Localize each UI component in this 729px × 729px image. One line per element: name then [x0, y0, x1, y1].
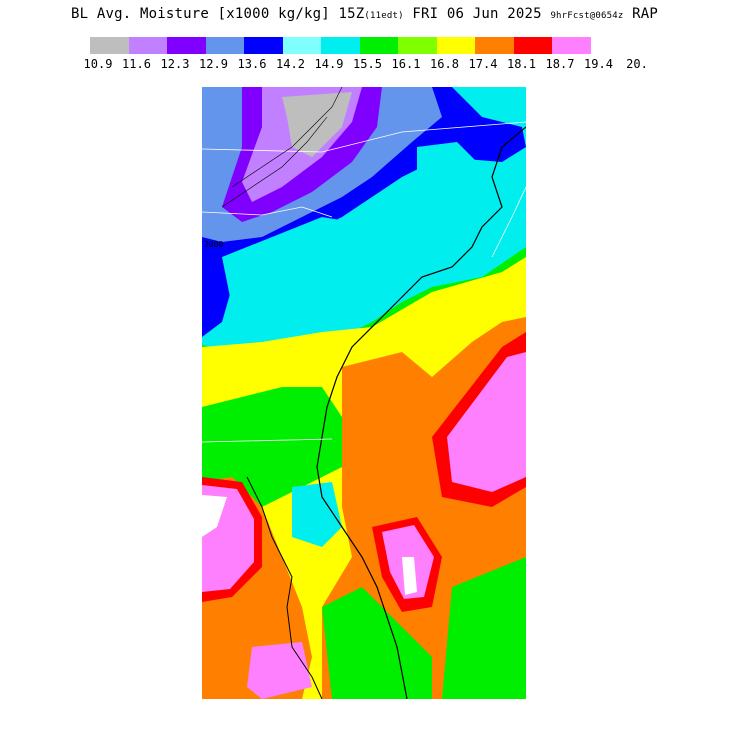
legend-swatch [90, 37, 129, 54]
legend-swatch [282, 37, 321, 54]
legend-swatch [398, 37, 437, 54]
legend-tick-label: 14.2 [276, 57, 305, 71]
title-date: FRI 06 Jun 2025 [412, 6, 542, 22]
map-title: BL Avg. Moisture [x1000 kg/kg] 15Z(11edt… [0, 6, 729, 22]
title-forecast: 9hrFcst@0654z [550, 11, 624, 21]
legend-swatch [359, 37, 398, 54]
legend-tick-label: 20. [626, 57, 648, 71]
title-main: BL Avg. Moisture [x1000 kg/kg] 15Z [70, 6, 365, 22]
contour-label: 2000 [204, 240, 223, 249]
legend-swatch [205, 37, 244, 54]
legend-tick-label: 18.1 [507, 57, 536, 71]
legend-swatch [128, 37, 167, 54]
legend-tick-label: 12.3 [160, 57, 190, 71]
legend-tick-label: 15.5 [353, 57, 382, 71]
title-model: RAP [632, 6, 659, 22]
legend-tick-label: 18.7 [545, 57, 575, 71]
legend-tick-label: 12.9 [199, 57, 228, 71]
moisture-map: 2000 [202, 87, 526, 699]
legend-swatch [321, 37, 360, 54]
color-legend-ticks: 10.9 11.6 12.3 12.9 13.6 14.2 14.9 15.5 16.1 16.8… [0, 57, 729, 71]
legend-tick-label: 10.9 [83, 57, 113, 71]
legend-tick-label: 16.8 [430, 57, 459, 71]
legend-swatch [475, 37, 514, 54]
legend-tick-label: 14.9 [314, 57, 344, 71]
legend-tick-label: 16.1 [391, 57, 421, 71]
legend-tick-label: 17.4 [468, 57, 498, 71]
color-legend [90, 37, 591, 54]
legend-tick-label: 13.6 [237, 57, 267, 71]
legend-swatch [167, 37, 206, 54]
legend-swatch [513, 37, 552, 54]
legend-tick-label: 11.6 [122, 57, 151, 71]
legend-swatch [552, 37, 591, 54]
legend-swatch [244, 37, 283, 54]
title-local-time: (11edt) [364, 11, 404, 21]
legend-swatch [436, 37, 475, 54]
legend-tick-label: 19.4 [584, 57, 613, 71]
